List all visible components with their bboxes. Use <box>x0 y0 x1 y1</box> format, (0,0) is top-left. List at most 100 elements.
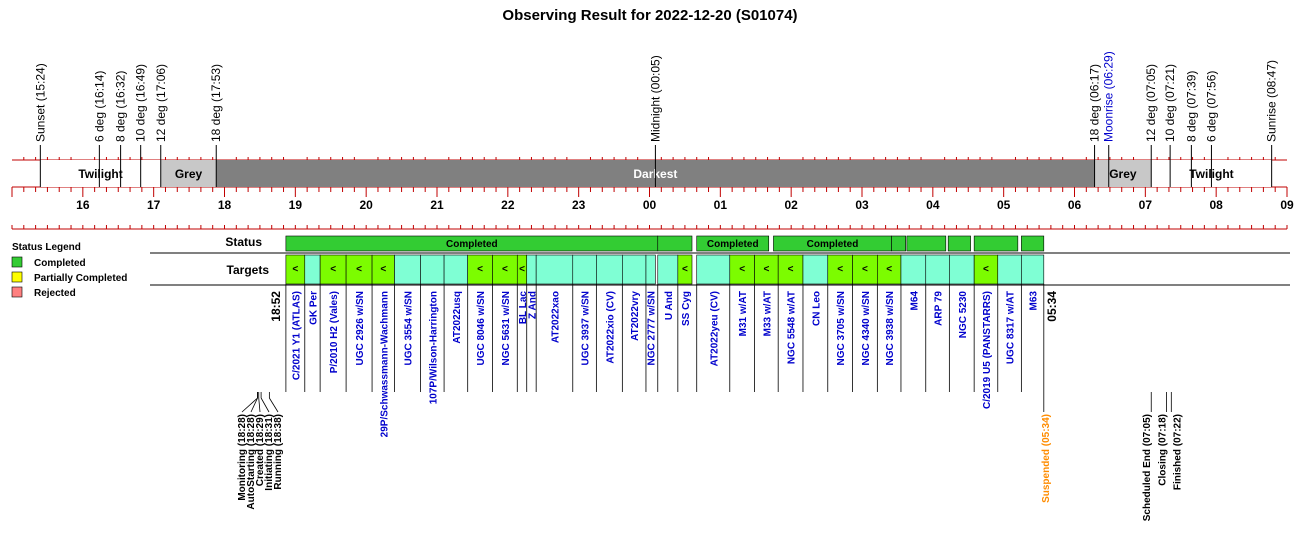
target-block <box>645 254 656 285</box>
target-name: AT2022yeu (CV) <box>709 291 720 366</box>
hour-tick-label: 17 <box>147 198 161 212</box>
target-block <box>572 254 597 285</box>
target-mark: < <box>356 264 362 275</box>
target-mark: < <box>292 264 298 275</box>
hour-tick-label: 23 <box>572 198 586 212</box>
target-block <box>729 254 755 285</box>
status-block <box>947 235 971 252</box>
legend-label: Rejected <box>34 288 76 299</box>
target-name: 107P/Wilson-Harrington <box>428 291 439 404</box>
target-name: NGC 4340 w/SN <box>861 291 872 365</box>
bottom-event-label: Finished (07:22) <box>1172 414 1183 490</box>
target-name: M33 w/AT <box>762 291 773 336</box>
hour-tick-label: 18 <box>218 198 232 212</box>
bottom-event-label: AutoStarting (18:28) <box>246 414 257 510</box>
target-block <box>596 254 623 285</box>
target-block <box>900 254 927 285</box>
legend-swatch <box>11 256 23 268</box>
bottom-event-label: Created (18:29) <box>255 414 266 486</box>
target-block <box>526 254 537 285</box>
hour-tick-label: 19 <box>289 198 303 212</box>
event-label: Moonrise (06:29) <box>1102 51 1116 142</box>
legend-swatch <box>11 286 23 298</box>
target-mark: < <box>763 264 769 275</box>
target-block <box>925 254 950 285</box>
target-block <box>949 254 975 285</box>
legend-label: Partially Completed <box>34 273 127 284</box>
bottom-event-connector <box>250 397 258 413</box>
event-label: 18 deg (06:17) <box>1088 64 1102 142</box>
status-block <box>696 235 770 252</box>
target-name: Z And <box>527 291 538 319</box>
target-block <box>657 254 679 285</box>
target-name: BL Lac <box>518 291 529 325</box>
status-block <box>891 235 906 252</box>
hour-tick-label: 07 <box>1139 198 1153 212</box>
target-mark: < <box>519 264 525 275</box>
hour-tick-label: 00 <box>643 198 657 212</box>
target-mark: < <box>788 264 794 275</box>
status-block-label: Completed <box>707 239 759 250</box>
phase-band <box>160 160 217 187</box>
event-label: 6 deg (16:14) <box>92 71 106 142</box>
targets-row-label: Targets <box>227 263 270 277</box>
target-name: CN Leo <box>811 291 822 326</box>
target-name: SS Cyg <box>681 291 692 326</box>
start-time-label: 18:52 <box>269 291 283 322</box>
target-mark: < <box>502 264 508 275</box>
status-block <box>906 235 947 252</box>
bottom-event-connector <box>260 397 270 413</box>
bottom-event-label: Scheduled End (07:05) <box>1142 414 1153 521</box>
event-label: Sunset (15:24) <box>33 63 47 142</box>
target-mark: < <box>862 264 868 275</box>
target-name: M31 w/AT <box>738 291 749 336</box>
bottom-event-label: Suspended (05:34) <box>1041 414 1052 503</box>
target-name: ARP 79 <box>934 291 945 326</box>
target-name: C/2021 Y1 (ATLAS) <box>291 291 302 380</box>
phase-label: Grey <box>175 167 203 181</box>
target-block <box>420 254 445 285</box>
target-block <box>394 254 421 285</box>
target-mark: < <box>886 264 892 275</box>
target-mark: < <box>983 264 989 275</box>
target-mark: < <box>380 264 386 275</box>
target-mark: < <box>330 264 336 275</box>
target-block <box>622 254 647 285</box>
target-mark: < <box>837 264 843 275</box>
bottom-event-connector <box>269 397 279 413</box>
bottom-event-connector <box>258 397 261 413</box>
target-name: GK Per <box>308 291 319 325</box>
hour-tick-label: 08 <box>1209 198 1223 212</box>
target-block <box>345 254 373 285</box>
target-name: NGC 5548 w/AT <box>787 291 798 364</box>
event-label: 10 deg (16:49) <box>134 64 148 142</box>
phase-label: Twilight <box>78 167 122 181</box>
hour-tick-label: 22 <box>501 198 515 212</box>
bottom-event-label: Initiating (18:31) <box>264 414 275 491</box>
hour-tick-label: 06 <box>1068 198 1082 212</box>
status-block-label: Completed <box>446 239 498 250</box>
target-block <box>304 254 321 285</box>
hour-tick-label: 03 <box>855 198 869 212</box>
target-name: AT2022vry <box>630 291 641 341</box>
target-name: NGC 5631 w/SN <box>501 291 512 365</box>
phase-band <box>1094 160 1152 187</box>
chart-title: Observing Result for 2022-12-20 (S01074) <box>502 7 797 24</box>
target-block <box>535 254 574 285</box>
target-name: AT2022usq <box>452 291 463 344</box>
target-name: AT2022xao <box>550 291 561 343</box>
target-block <box>802 254 829 285</box>
hour-tick-label: 09 <box>1280 198 1294 212</box>
target-name: UGC 3937 w/SN <box>581 291 592 365</box>
target-block <box>443 254 468 285</box>
hour-tick-label: 16 <box>76 198 90 212</box>
event-label: 10 deg (07:21) <box>1163 64 1177 142</box>
target-name: UGC 8317 w/AT <box>1006 291 1017 364</box>
target-name: M64 <box>909 291 920 311</box>
hour-tick-label: 21 <box>430 198 444 212</box>
phase-label: Grey <box>1109 167 1137 181</box>
hour-tick-label: 02 <box>784 198 798 212</box>
legend-label: Completed <box>34 258 86 269</box>
target-mark: < <box>477 264 483 275</box>
hour-tick-label: 04 <box>926 198 940 212</box>
